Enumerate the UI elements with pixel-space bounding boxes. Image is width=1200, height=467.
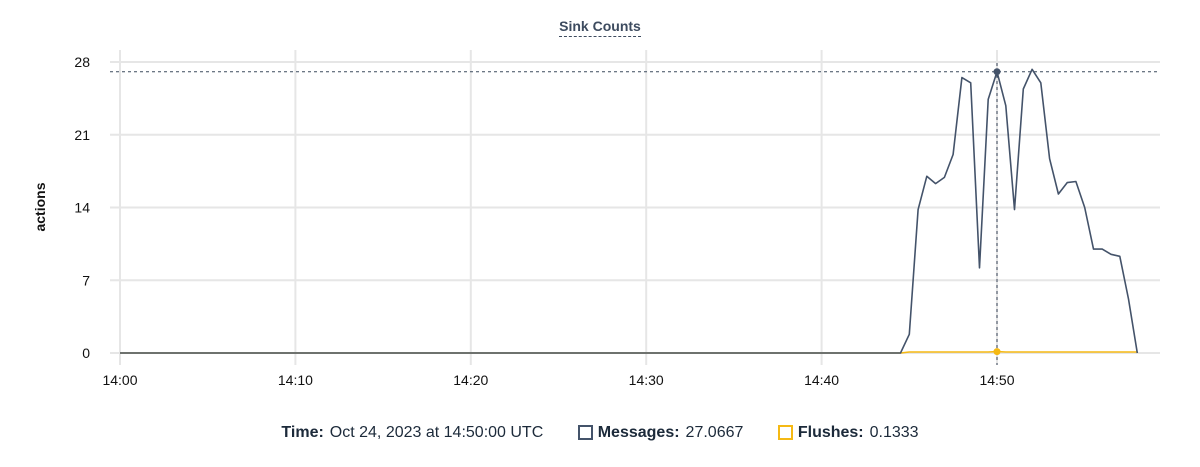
y-tick-label: 7 bbox=[82, 272, 90, 288]
y-tick-label: 21 bbox=[74, 127, 90, 143]
messages-swatch[interactable] bbox=[577, 425, 593, 440]
messages-value: 27.0667 bbox=[685, 424, 744, 441]
series-line-messages bbox=[120, 68, 1139, 354]
y-axis-label: actions bbox=[32, 182, 48, 231]
time-label: Time: bbox=[281, 424, 324, 441]
messages-label: Messages: bbox=[597, 424, 680, 441]
y-tick-label: 0 bbox=[82, 345, 90, 361]
time-value: Oct 24, 2023 at 14:50:00 UTC bbox=[329, 424, 544, 441]
chart-title-wrap: Sink Counts bbox=[0, 18, 1200, 37]
y-tick-label: 14 bbox=[74, 200, 90, 216]
x-tick-label: 14:40 bbox=[804, 372, 839, 388]
x-tick-label: 14:20 bbox=[453, 372, 488, 388]
x-tick-label: 14:50 bbox=[979, 372, 1014, 388]
hover-point-flushes bbox=[993, 348, 1001, 356]
flushes-label: Flushes: bbox=[797, 424, 864, 441]
flushes-swatch[interactable] bbox=[777, 425, 793, 440]
x-tick-label: 14:10 bbox=[278, 372, 313, 388]
hover-legend: Time: Oct 24, 2023 at 14:50:00 UTC Messag… bbox=[0, 424, 1200, 442]
y-tick-label: 28 bbox=[74, 54, 90, 70]
x-tick-label: 14:00 bbox=[102, 372, 137, 388]
x-tick-label: 14:30 bbox=[629, 372, 664, 388]
hover-point-messages bbox=[993, 68, 1001, 76]
chart-title[interactable]: Sink Counts bbox=[559, 18, 641, 37]
flushes-value: 0.1333 bbox=[869, 424, 919, 441]
